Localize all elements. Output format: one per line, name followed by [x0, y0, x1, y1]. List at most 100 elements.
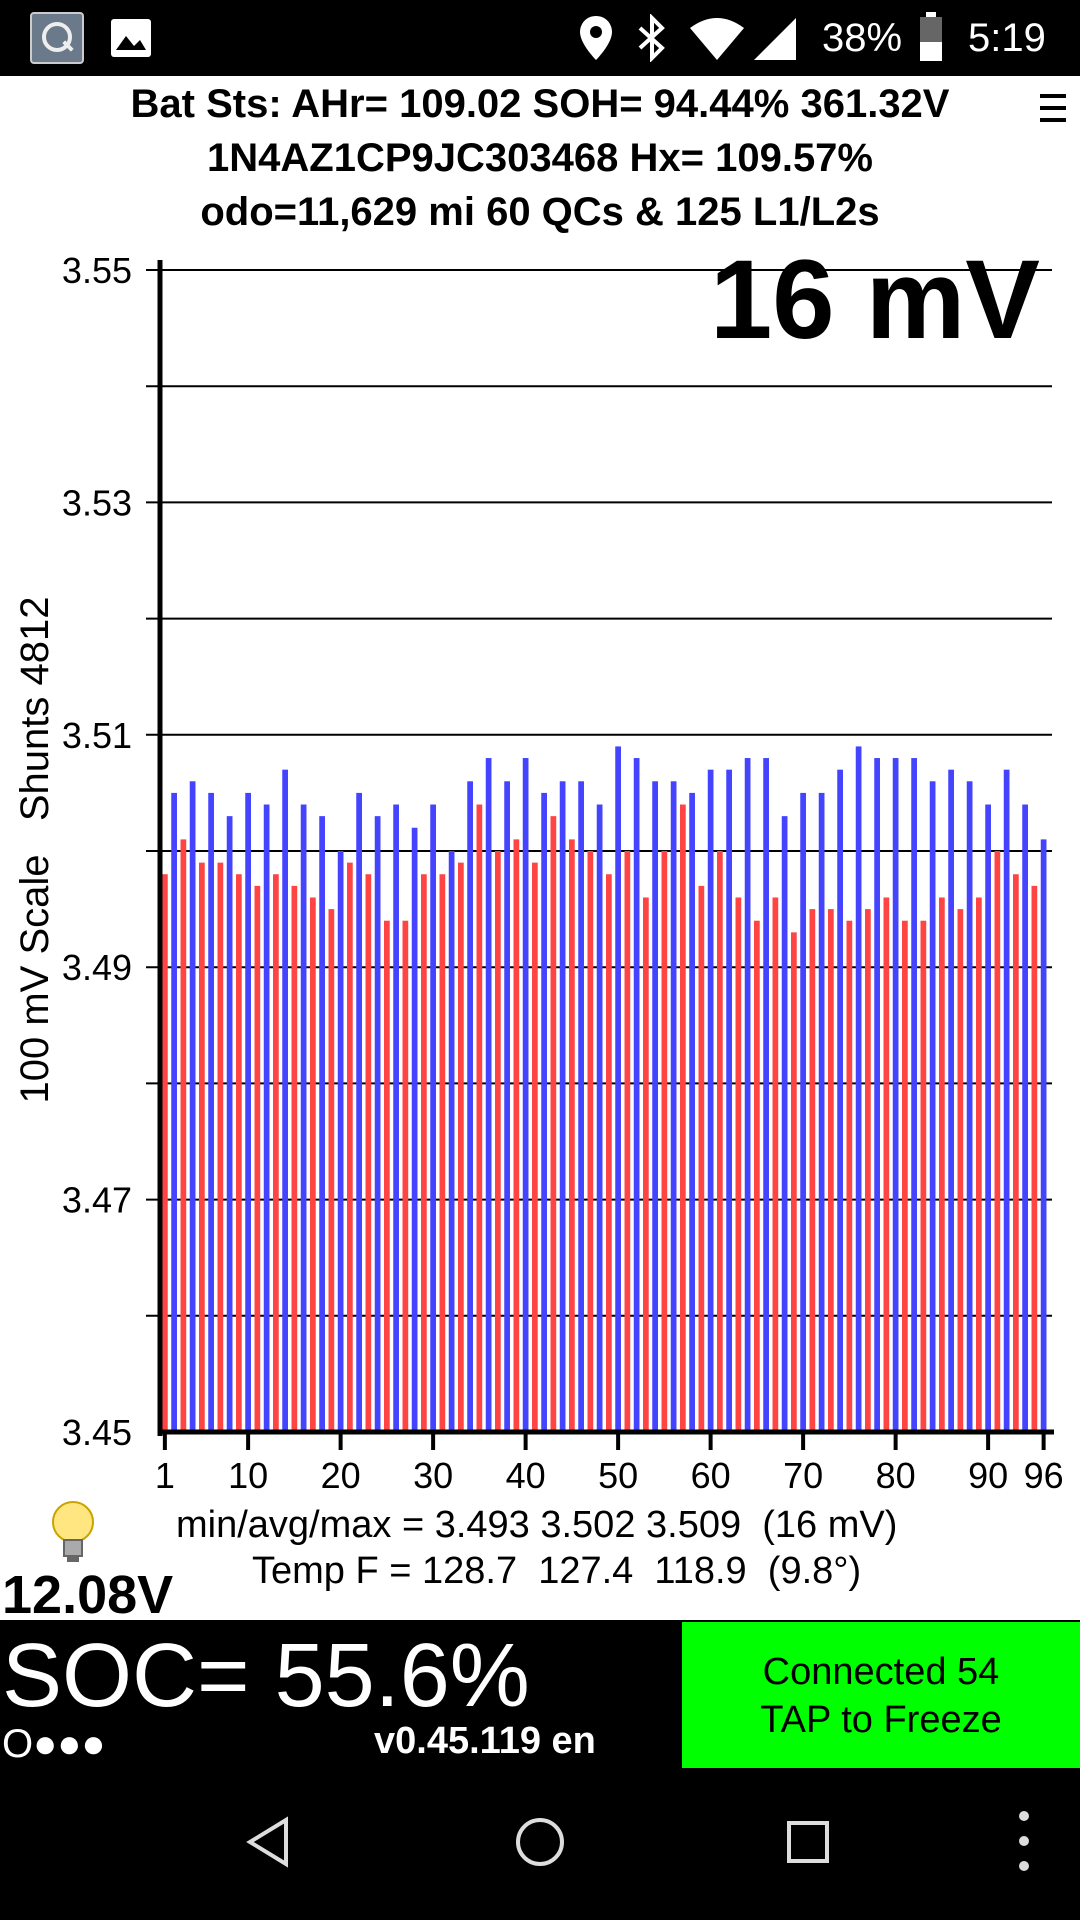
connection-dots: O●●●	[2, 1722, 106, 1766]
cell-bar	[365, 874, 372, 1432]
cell-bar	[837, 769, 843, 1432]
signal-icon	[754, 18, 796, 60]
x-tick-label: 30	[413, 1455, 453, 1496]
cell-bar	[791, 932, 797, 1432]
cell-bar	[939, 897, 945, 1432]
cell-bar	[458, 862, 464, 1432]
cell-bar	[985, 804, 991, 1432]
cell-bar	[217, 862, 224, 1432]
version-label: v0.45.119 en	[374, 1720, 596, 1762]
cell-bar	[347, 862, 353, 1432]
y-tick-label: 3.53	[62, 482, 132, 523]
navigation-bar	[0, 1768, 1080, 1920]
cell-bar	[920, 920, 927, 1432]
cell-bar	[569, 839, 575, 1432]
x-tick-label: 90	[968, 1455, 1008, 1496]
battery-percent: 38%	[822, 16, 903, 60]
cell-bar	[948, 769, 954, 1432]
cell-bar	[1022, 804, 1028, 1432]
cell-bar	[929, 781, 936, 1432]
cell-bar	[578, 781, 584, 1432]
cell-bar	[615, 746, 621, 1432]
freeze-hint: TAP to Freeze	[760, 1699, 1002, 1741]
cell-bar	[180, 839, 187, 1432]
cell-bar	[874, 758, 880, 1432]
battery-icon	[920, 12, 942, 61]
cell-bar	[633, 758, 640, 1432]
cell-bar	[282, 769, 288, 1432]
cell-bar	[661, 851, 668, 1432]
cell-bar	[680, 804, 686, 1432]
cell-bar	[559, 781, 566, 1432]
cell-bar	[273, 874, 279, 1432]
cell-bar	[763, 758, 769, 1432]
cell-bar	[208, 792, 214, 1432]
stats-panel: min/avg/max = 3.493 3.502 3.509 (16 mV) …	[0, 1500, 1080, 1625]
cell-bar	[310, 897, 316, 1432]
cell-bar	[393, 804, 399, 1432]
cell-bar	[374, 816, 381, 1432]
cell-bar	[356, 792, 362, 1432]
recents-icon[interactable]	[786, 1820, 830, 1864]
odometer-line: odo=11,629 mi 60 QCs & 125 L1/L2s	[200, 190, 880, 234]
cell-bar	[421, 874, 427, 1432]
cell-bar	[911, 758, 917, 1432]
cell-bar	[800, 792, 806, 1432]
cell-bar	[772, 897, 779, 1432]
cell-bar	[291, 885, 298, 1432]
cell-bar	[485, 758, 492, 1432]
cell-bar	[384, 920, 390, 1432]
more-icon[interactable]	[1014, 1808, 1034, 1874]
vin-line: 1N4AZ1CP9JC303468 Hx= 109.57%	[207, 136, 873, 180]
menu-icon[interactable]	[1040, 94, 1066, 130]
cell-bar	[892, 758, 899, 1432]
cell-bar	[689, 792, 695, 1432]
cell-bar	[328, 909, 335, 1432]
min-avg-max: min/avg/max = 3.493 3.502 3.509 (16 mV)	[176, 1504, 898, 1546]
cell-bar	[1031, 885, 1038, 1432]
cell-bar	[976, 897, 982, 1432]
cell-voltage-chart[interactable]: 3.55 3.53 3.51 3.49 3.47 3.45 1 10 20 30 40 50 60 70 8…	[0, 240, 1080, 1500]
back-icon[interactable]	[246, 1816, 290, 1868]
cell-bar	[1013, 874, 1019, 1432]
cell-bar	[236, 874, 242, 1432]
y-tick-label: 3.51	[62, 715, 132, 756]
y-axis-label: 100 mV Scale Shunts 4812	[13, 597, 57, 1104]
status-bar: 38% 5:19	[0, 0, 1080, 76]
cell-bar	[522, 758, 529, 1432]
cell-bar	[532, 862, 538, 1432]
cell-bar	[865, 909, 871, 1432]
cell-bar	[707, 769, 714, 1432]
cell-bar	[809, 909, 816, 1432]
clock: 5:19	[968, 16, 1046, 60]
connect-freeze-button[interactable]: Connected 54 TAP to Freeze	[682, 1622, 1080, 1770]
cell-bar	[624, 851, 631, 1432]
cell-bar	[717, 851, 723, 1432]
cell-bar	[550, 816, 557, 1432]
x-tick-label: 40	[506, 1455, 546, 1496]
cell-bar	[781, 816, 788, 1432]
cell-bar	[726, 769, 732, 1432]
lightbulb-icon[interactable]	[48, 1500, 98, 1564]
cell-bar	[587, 851, 594, 1432]
cell-bar	[994, 851, 1001, 1432]
home-icon[interactable]	[514, 1816, 566, 1868]
x-tick-label: 96	[1024, 1455, 1064, 1496]
cell-bar	[643, 897, 649, 1432]
cell-bar	[698, 885, 705, 1432]
x-tick-label: 20	[321, 1455, 361, 1496]
battery-status-line: Bat Sts: AHr= 109.02 SOH= 94.44% 361.32V	[130, 82, 950, 126]
cell-bar	[541, 792, 547, 1432]
cell-bar	[818, 792, 825, 1432]
cell-bar	[735, 897, 742, 1432]
cell-bar	[245, 792, 251, 1432]
image-icon	[111, 19, 151, 57]
cell-bar	[439, 874, 446, 1432]
cell-bar	[467, 781, 473, 1432]
cell-bar	[162, 874, 168, 1432]
cell-bar	[855, 746, 862, 1432]
y-tick-label: 3.55	[62, 250, 132, 291]
y-tick-label: 3.47	[62, 1180, 132, 1221]
cell-bar	[504, 781, 510, 1432]
bluetooth-icon	[638, 14, 665, 62]
